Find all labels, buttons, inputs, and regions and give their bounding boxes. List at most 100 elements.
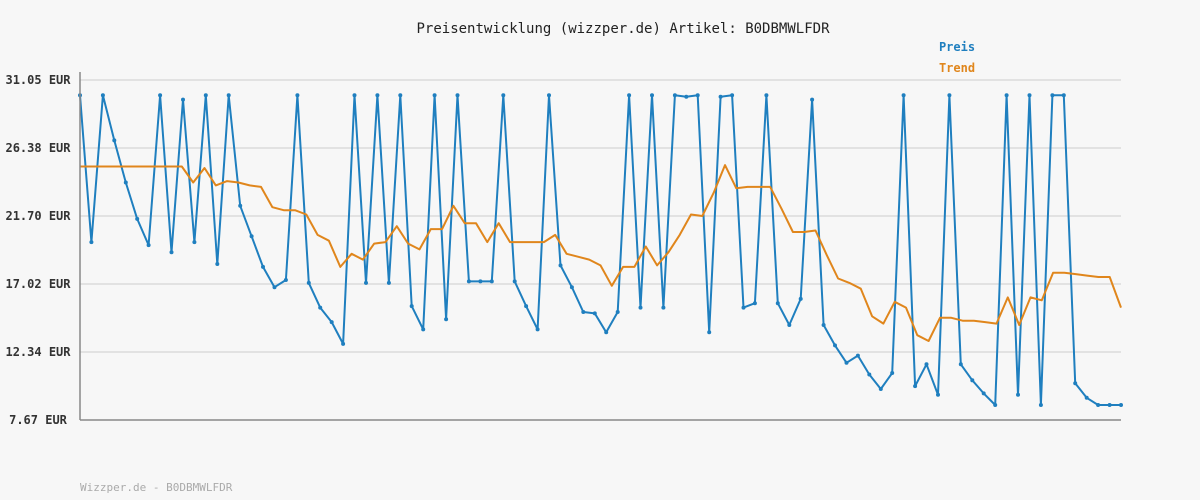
data-point <box>798 296 803 301</box>
y-tick-label: 31.05 EUR <box>5 73 71 87</box>
data-point <box>661 305 666 310</box>
data-point <box>409 304 414 309</box>
data-point <box>364 280 368 285</box>
data-point <box>810 97 815 102</box>
data-point <box>936 392 940 397</box>
y-tick-label: 7.67 EUR <box>9 413 68 427</box>
data-point <box>341 341 346 346</box>
data-point <box>352 93 357 98</box>
data-point <box>1038 403 1043 407</box>
data-point <box>478 279 483 284</box>
data-point <box>764 93 769 98</box>
data-point <box>1004 93 1009 98</box>
data-point <box>604 330 609 335</box>
data-point <box>100 93 105 98</box>
data-point <box>158 93 163 98</box>
data-point <box>970 378 975 383</box>
data-point <box>1096 403 1101 407</box>
data-point <box>833 343 837 348</box>
data-point <box>1119 403 1123 407</box>
data-point <box>512 279 517 284</box>
data-point <box>181 97 185 102</box>
y-tick-label: 21.70 EUR <box>5 209 71 223</box>
data-point <box>569 285 574 290</box>
data-point <box>261 264 265 269</box>
data-point <box>135 216 140 221</box>
data-point <box>203 93 208 98</box>
data-point <box>169 250 174 255</box>
data-point <box>466 279 471 284</box>
data-point <box>238 203 243 208</box>
data-point <box>558 263 563 268</box>
data-point <box>249 234 254 239</box>
legend-entry-preis: Preis <box>939 40 975 54</box>
data-point <box>283 278 288 282</box>
data-point <box>844 360 849 365</box>
data-point <box>1050 93 1055 98</box>
data-point <box>501 93 506 98</box>
data-point <box>947 93 952 98</box>
data-point <box>455 93 460 98</box>
footer-text: Wizzper.de - B0DBMWLFDR <box>80 481 233 494</box>
data-point <box>867 372 872 377</box>
data-point <box>775 301 780 306</box>
data-point <box>226 93 231 98</box>
series-line-trend <box>80 164 1122 342</box>
data-point <box>306 280 311 285</box>
data-point <box>695 93 700 98</box>
data-point <box>489 279 494 284</box>
y-axis-ticks: 31.05 EUR 26.38 EUR 21.70 EUR 17.02 EUR 12.3… <box>5 73 71 427</box>
data-point <box>981 391 986 396</box>
data-point <box>432 93 437 98</box>
legend-entry-trend: Trend <box>939 61 975 75</box>
data-point <box>615 310 620 314</box>
data-point <box>1084 395 1089 400</box>
data-point <box>146 243 151 248</box>
data-point <box>592 311 597 316</box>
data-point <box>112 138 117 143</box>
series-line-preis <box>79 94 1121 406</box>
data-point <box>993 403 998 407</box>
data-point <box>752 301 757 306</box>
data-point <box>1107 403 1112 407</box>
data-point <box>924 362 929 367</box>
data-point <box>638 305 643 310</box>
data-point <box>718 94 723 99</box>
data-point <box>295 93 300 98</box>
data-point <box>192 240 197 245</box>
y-tick-label: 17.02 EUR <box>5 277 71 291</box>
data-point <box>901 93 906 98</box>
data-point <box>1016 392 1020 397</box>
data-point <box>215 262 220 266</box>
data-point <box>821 323 826 327</box>
data-point <box>272 285 277 290</box>
y-tick-label: 12.34 EUR <box>5 345 71 359</box>
data-point <box>375 93 380 98</box>
data-point <box>730 93 735 98</box>
data-point <box>318 305 323 310</box>
data-point <box>787 323 792 327</box>
data-point <box>672 93 677 98</box>
data-point <box>444 317 449 322</box>
y-tick-label: 26.38 EUR <box>5 141 71 155</box>
data-point <box>890 371 895 375</box>
data-point <box>1027 93 1032 98</box>
data-point <box>329 320 334 325</box>
data-point <box>89 240 94 245</box>
data-point <box>878 387 883 391</box>
data-point <box>627 93 632 98</box>
data-point <box>581 310 586 314</box>
data-point <box>421 327 426 332</box>
data-point <box>535 327 540 332</box>
data-point <box>398 93 403 98</box>
chart-title: Preisentwicklung (wizzper.de) Artikel: B… <box>416 21 830 37</box>
data-point <box>707 330 712 335</box>
data-point <box>547 93 551 98</box>
data-point <box>741 305 746 310</box>
data-point <box>1073 381 1078 386</box>
data-point <box>386 280 391 285</box>
data-point <box>123 180 128 185</box>
data-point <box>913 384 918 389</box>
data-point <box>1061 93 1066 98</box>
